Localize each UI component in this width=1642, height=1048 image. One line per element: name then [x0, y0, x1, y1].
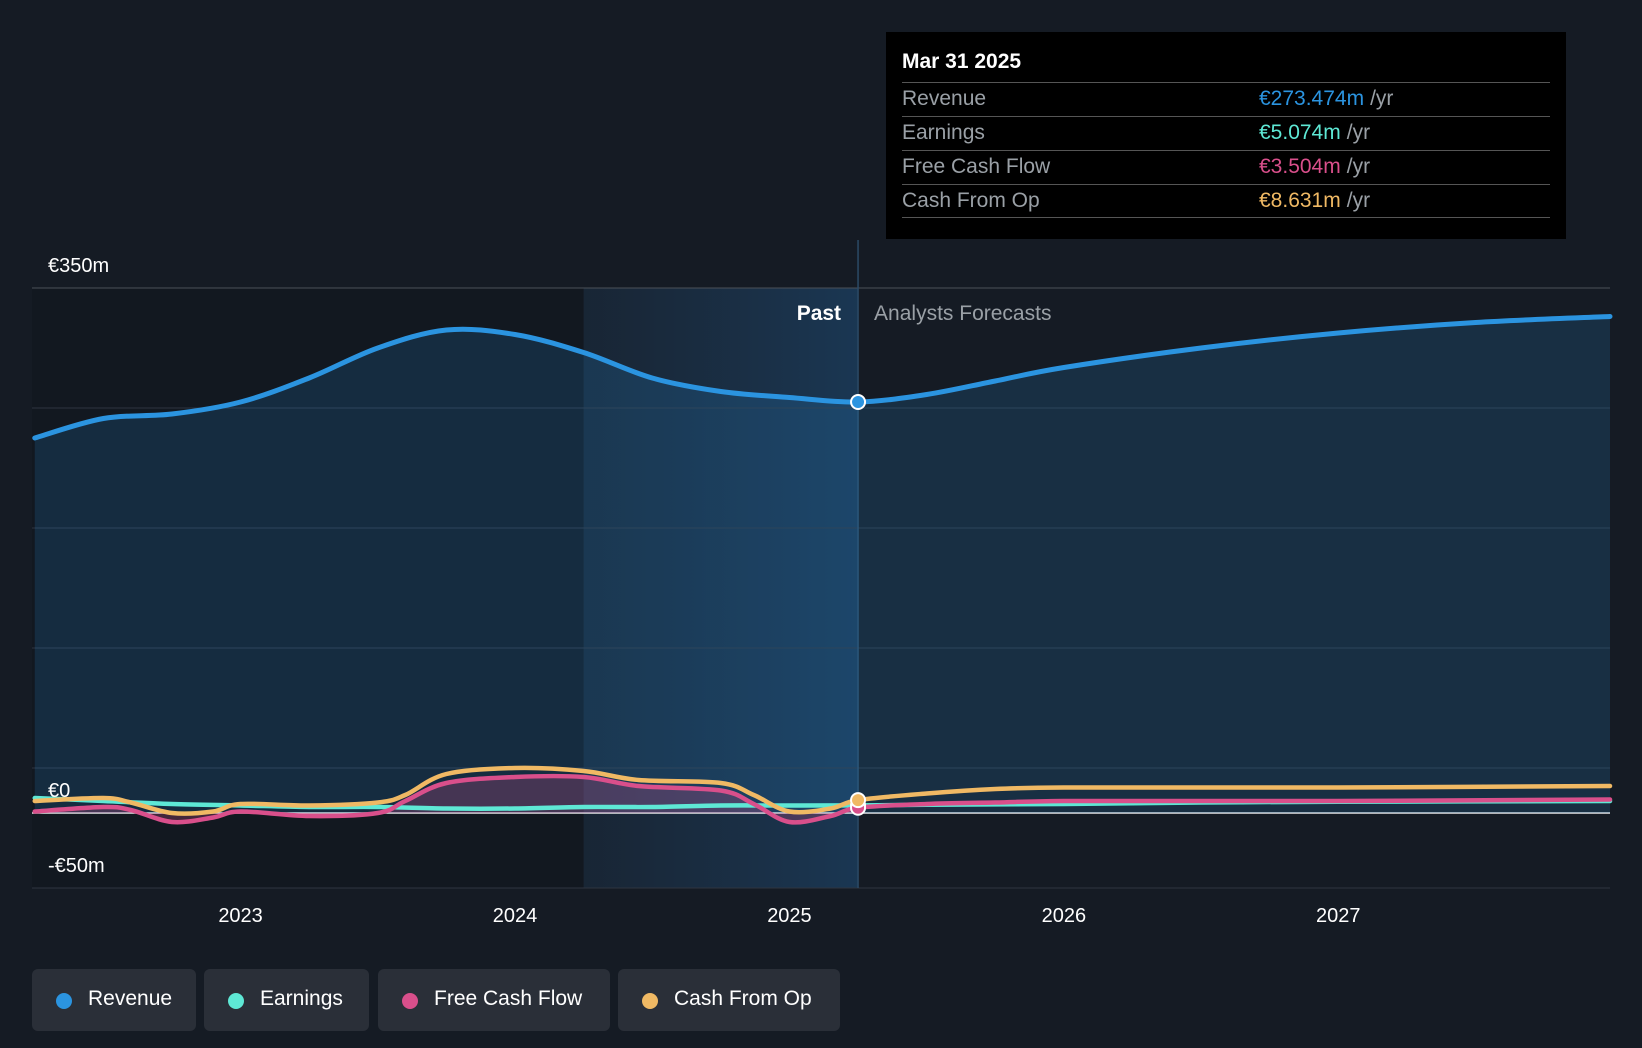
tooltip-date: Mar 31 2025 — [902, 50, 1022, 73]
tooltip: Mar 31 2025 Revenue €273.474m/yr Earning… — [886, 32, 1566, 239]
tooltip-row-free-cash-flow: Free Cash Flow €3.504m/yr — [902, 150, 1550, 184]
revenue-area — [34, 316, 1610, 813]
x-tick-label: 2027 — [1316, 905, 1361, 927]
legend-label: Revenue — [88, 987, 173, 1010]
cash-from-op-marker — [850, 792, 867, 809]
revenue-marker — [850, 394, 867, 410]
legend-label: Free Cash Flow — [434, 987, 583, 1010]
legend-dot-icon — [228, 993, 244, 1009]
past-region — [32, 288, 584, 888]
legend-dot-icon — [402, 993, 418, 1009]
x-tick-label: 2025 — [767, 905, 812, 927]
tooltip-value: €8.631m/yr — [1259, 189, 1371, 212]
tooltip-value: €273.474m/yr — [1259, 87, 1394, 110]
legend-item-cash-from-op[interactable]: Cash From Op — [618, 969, 840, 1031]
revenue-line — [32, 314, 1613, 441]
legend-label: Cash From Op — [674, 987, 812, 1010]
legend-dot-icon — [56, 993, 72, 1009]
chart-canvas: €350m €0 -€50m 2023 2024 2025 2026 2027 Past Anal… — [32, 240, 1613, 927]
legend-dot-icon — [642, 993, 658, 1009]
cash-from-op-line — [32, 765, 1613, 816]
tooltip-label: Earnings — [902, 121, 985, 144]
tooltip-label: Free Cash Flow — [902, 155, 1051, 178]
y-tick-label: €0 — [48, 780, 70, 802]
past-label: Past — [797, 302, 841, 325]
legend-label: Earnings — [260, 987, 343, 1010]
y-tick-label: -€50m — [48, 855, 105, 877]
legend-item-free-cash-flow[interactable]: Free Cash Flow — [378, 969, 610, 1031]
tooltip-value: €3.504m/yr — [1259, 155, 1371, 178]
y-tick-label: €350m — [48, 255, 109, 277]
x-tick-label: 2023 — [218, 905, 263, 927]
tooltip-value: €5.074m/yr — [1259, 121, 1371, 144]
recent-past-highlight — [583, 288, 859, 888]
tooltip-label: Revenue — [902, 87, 987, 110]
x-tick-label: 2026 — [1042, 905, 1087, 927]
tooltip-row-earnings: Earnings €5.074m/yr — [902, 116, 1550, 150]
legend-item-earnings[interactable]: Earnings — [204, 969, 369, 1031]
free-cash-flow-line — [32, 773, 1613, 825]
tooltip-row-revenue: Revenue €273.474m/yr — [902, 82, 1550, 116]
tooltip-row-cash-from-op: Cash From Op €8.631m/yr — [902, 184, 1550, 218]
legend-item-revenue[interactable]: Revenue — [32, 969, 196, 1031]
forecast-label: Analysts Forecasts — [874, 302, 1051, 325]
tooltip-label: Cash From Op — [902, 189, 1040, 212]
x-tick-label: 2024 — [493, 905, 538, 927]
